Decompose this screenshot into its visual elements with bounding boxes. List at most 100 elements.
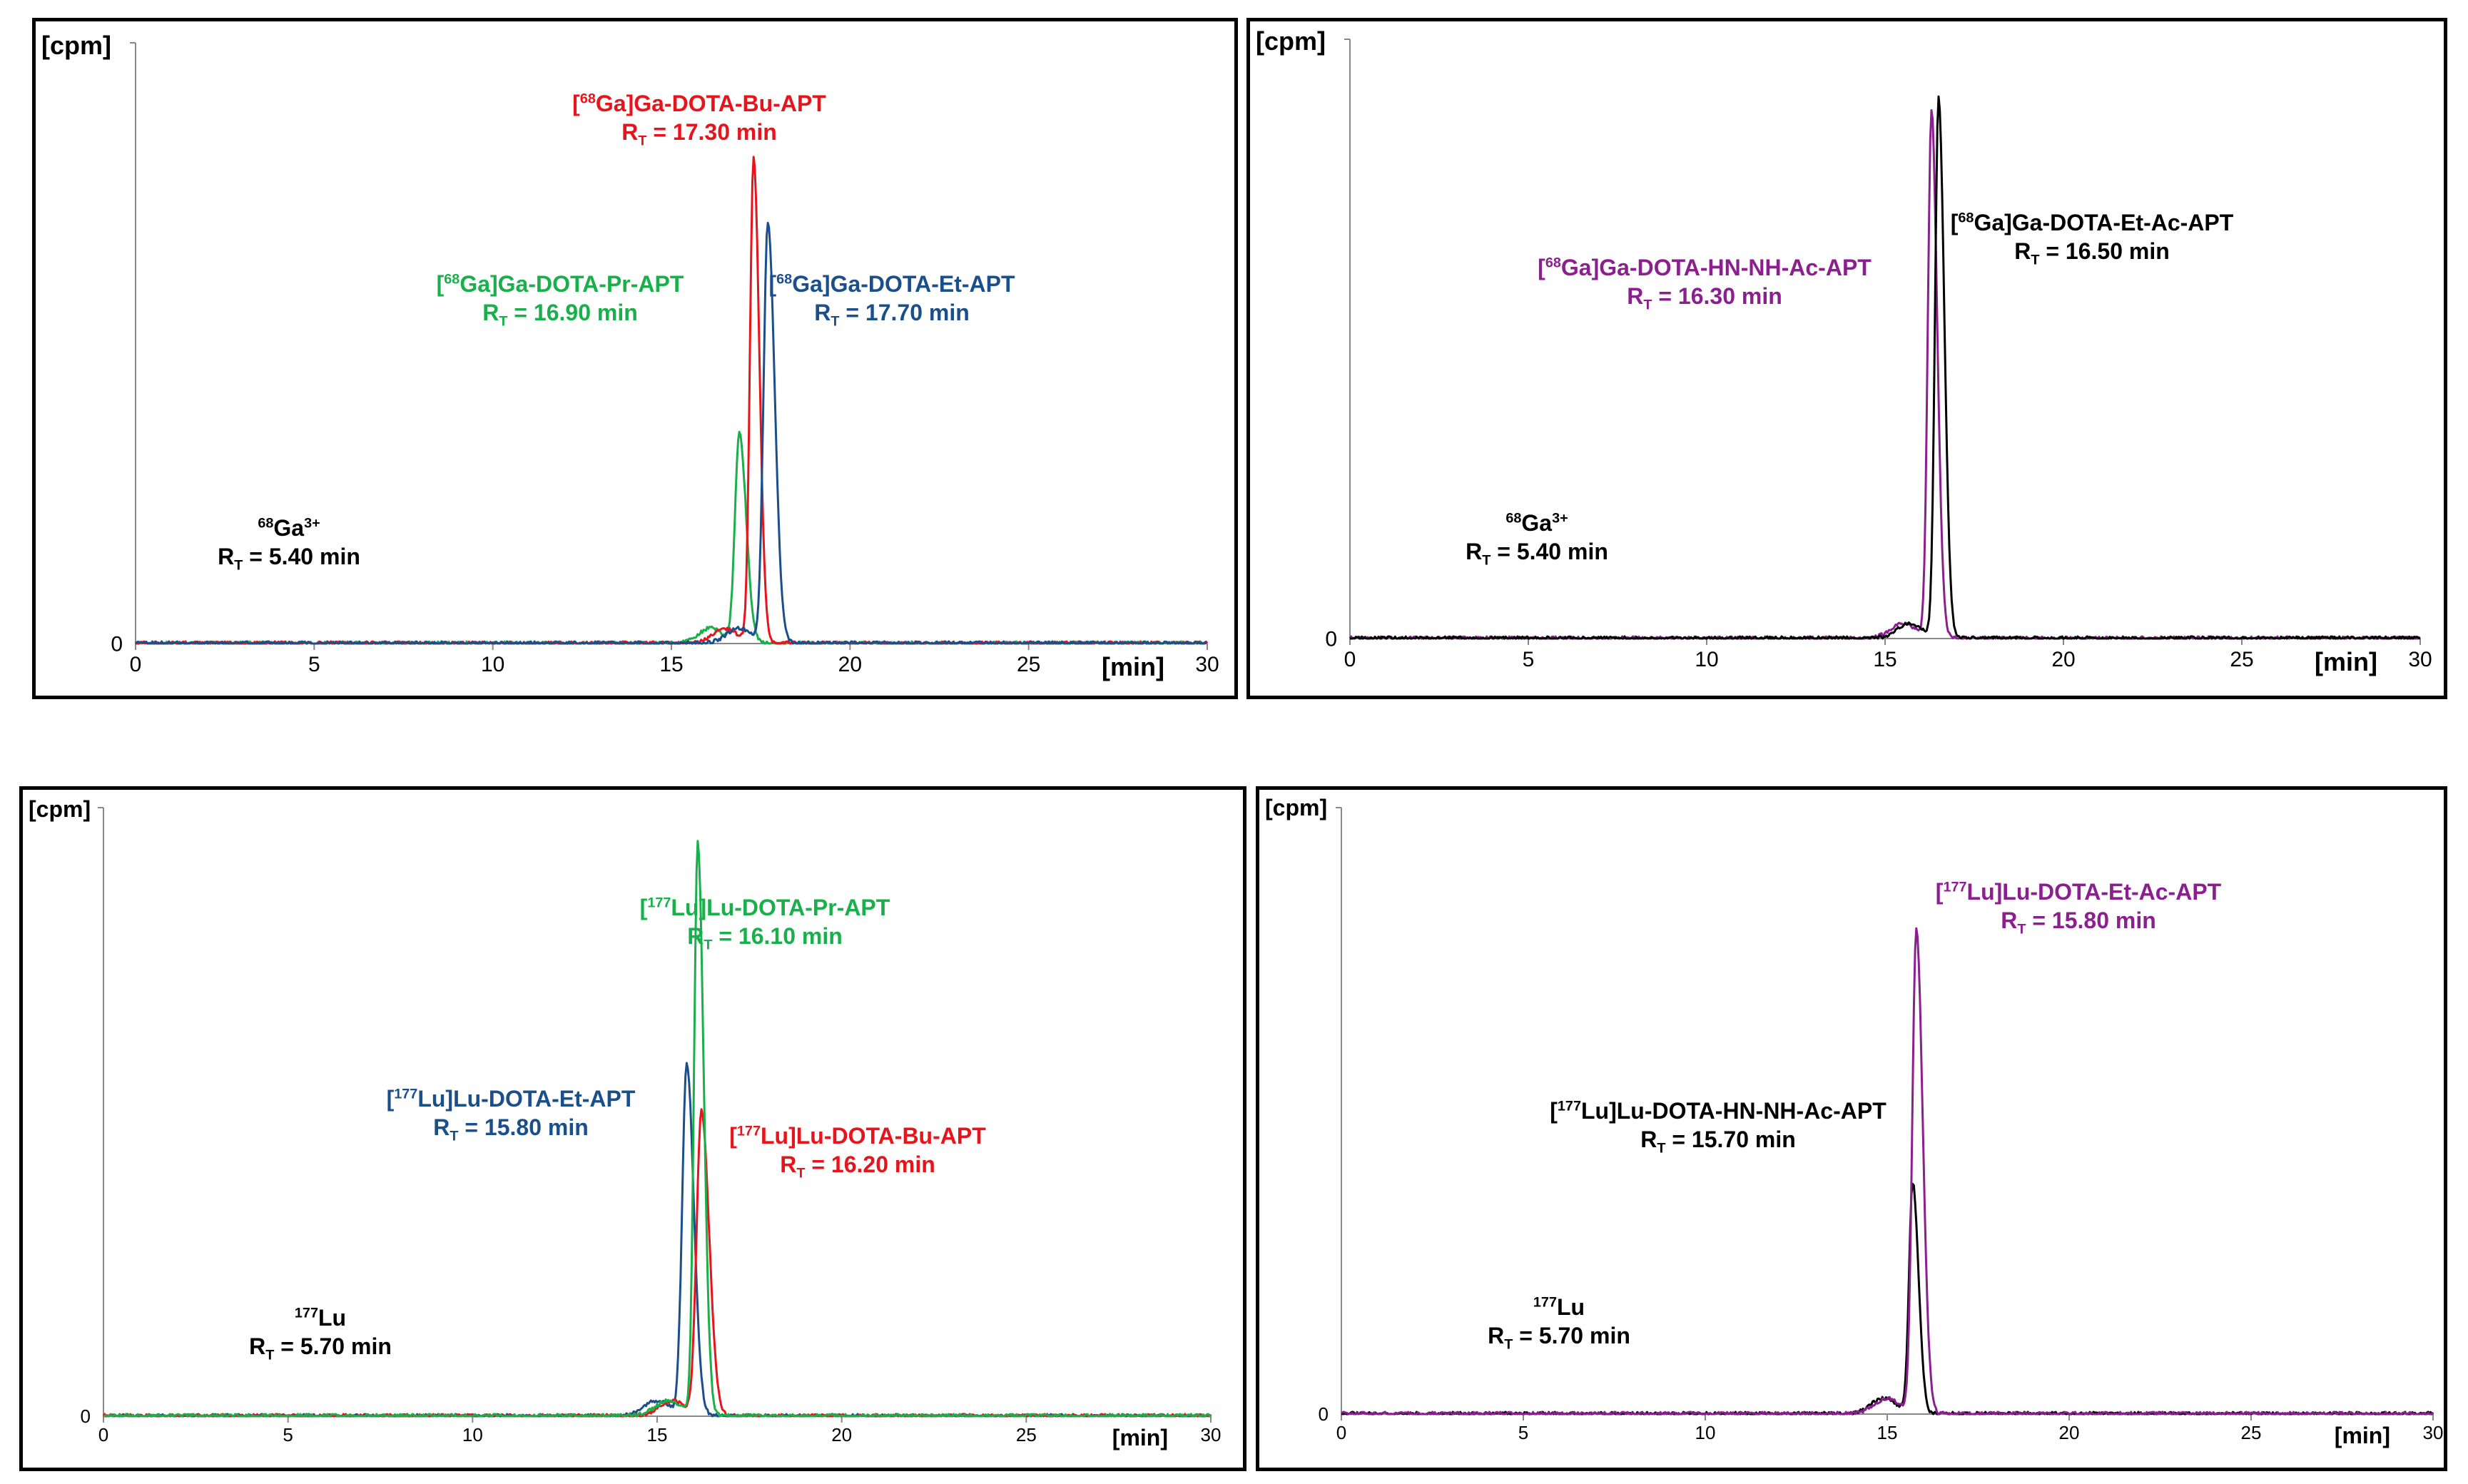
x-tick-label: 5 [283, 1424, 293, 1445]
series-line-blue [103, 1062, 1212, 1418]
peak-annotation-name: 177Lu [1488, 1293, 1630, 1321]
x-tick-label: 5 [1518, 1422, 1528, 1443]
x-tick-label: 25 [1016, 1424, 1037, 1445]
compound-label: Lu]Lu-DOTA-Pr-APT [671, 895, 890, 920]
compound-label: Ga]Ga-DOTA-Et-Ac-APT [1974, 210, 2234, 235]
peak-annotation: [68Ga]Ga-DOTA-HN-NH-Ac-APT RT = 16.30 min [1538, 253, 1872, 313]
x-tick-label: 20 [831, 1424, 852, 1445]
chromatogram-tl: 0 5 10 15 20 25 30 0 [cpm] [min] [41, 31, 1219, 681]
y-axis-label: [cpm] [1265, 795, 1327, 820]
peak-annotation-name: [177Lu]Lu-DOTA-HN-NH-Ac-APT [1550, 1098, 1886, 1124]
y-zero-label: 0 [1325, 628, 1337, 651]
compound-label: Lu]Lu-DOTA-Bu-APT [761, 1123, 986, 1149]
peak-annotation: [68Ga]Ga-DOTA-Et-APT RT = 17.70 min [768, 270, 1015, 330]
isotope-superscript: 177 [294, 1305, 318, 1321]
peak-annotation-name: [68Ga]Ga-DOTA-Bu-APT [572, 91, 826, 116]
retention-time: RT = 5.70 min [1488, 1323, 1630, 1353]
peak-annotation-name: 177Lu [249, 1303, 392, 1332]
x-tick-label: 30 [1195, 653, 1219, 676]
series-line-red [102, 1108, 1212, 1418]
compound-label: Lu]Lu-DOTA-Et-APT [417, 1086, 636, 1112]
isotope-superscript: 68 [1958, 210, 1974, 226]
isotope-superscript: 68 [444, 271, 460, 288]
compound-label: Ga]Ga-DOTA-Et-APT [792, 271, 1015, 297]
chromatogram-br: 0 5 10 15 20 25 30 0 [cpm] [min] [1265, 795, 2444, 1448]
retention-time: RT = 16.90 min [482, 300, 638, 330]
y-axis-label: [cpm] [41, 31, 111, 60]
peak-annotation-name: [68Ga]Ga-DOTA-Et-Ac-APT [1950, 210, 2234, 235]
x-axis-label: [min] [2315, 647, 2377, 676]
peak-annotation-name: [68Ga]Ga-DOTA-Pr-APT [436, 271, 684, 297]
y-axis-label: [cpm] [1256, 26, 1326, 56]
isotope-superscript: 68 [258, 515, 274, 532]
peak-annotation: [177Lu]Lu-DOTA-Et-Ac-APT RT = 15.80 min [1935, 878, 2222, 937]
chromatogram-tr: 0 5 10 15 20 25 30 0 [cpm] [min] [1256, 26, 2432, 676]
peak-annotation: 177Lu RT = 5.70 min [249, 1303, 392, 1363]
chart-panel-top-left: 0 5 10 15 20 25 30 0 [cpm] [min] [68Ga]Ga-DOTA-Bu-… [32, 18, 1238, 699]
x-tick-label: 0 [1344, 648, 1356, 671]
compound-label: Lu [1556, 1294, 1585, 1320]
x-tick-label: 0 [98, 1424, 108, 1445]
x-tick-label: 30 [1201, 1424, 1222, 1445]
peak-annotation: [68Ga]Ga-DOTA-Et-Ac-APT RT = 16.50 min [1950, 208, 2234, 267]
peak-annotation-name: [177Lu]Lu-DOTA-Et-Ac-APT [1935, 879, 2222, 905]
chart-panel-top-right: 0 5 10 15 20 25 30 0 [cpm] [min] [68Ga]Ga-DOTA-Et-… [1246, 18, 2447, 699]
charge-superscript: 3+ [304, 515, 320, 532]
chart-panel-bottom-right: 0 5 10 15 20 25 30 0 [cpm] [min] [177Lu]Lu-DOTA-Et… [1256, 786, 2447, 1471]
x-tick-label: 20 [838, 653, 862, 676]
series-line-black [1350, 95, 2421, 640]
peak-annotation-name: [177Lu]Lu-DOTA-Pr-APT [639, 895, 890, 920]
peak-annotation-name: [68Ga]Ga-DOTA-Et-APT [768, 271, 1015, 297]
x-tick-label: 30 [2423, 1422, 2444, 1443]
retention-time: RT = 16.30 min [1627, 283, 1782, 313]
retention-time: RT = 17.70 min [814, 300, 970, 330]
compound-label: Ga]Ga-DOTA-HN-NH-Ac-APT [1560, 255, 1872, 280]
peak-annotation: [68Ga]Ga-DOTA-Bu-APT RT = 17.30 min [572, 89, 826, 149]
x-tick-label: 10 [1695, 648, 1718, 671]
series-line-blue [134, 221, 1208, 645]
isotope-superscript: 68 [776, 271, 793, 288]
x-tick-label: 0 [130, 653, 142, 676]
compound-label: Ga [273, 515, 305, 541]
peak-annotation-name: [68Ga]Ga-DOTA-HN-NH-Ac-APT [1538, 255, 1872, 280]
x-tick-label: 15 [647, 1424, 668, 1445]
series-line-purple [1341, 927, 2434, 1416]
isotope-superscript: 68 [1545, 255, 1561, 271]
peak-annotation: [177Lu]Lu-DOTA-Bu-APT RT = 16.20 min [729, 1122, 986, 1180]
retention-time: RT = 16.10 min [687, 923, 843, 953]
retention-time: RT = 5.40 min [1466, 539, 1608, 569]
peak-annotation-name: [177Lu]Lu-DOTA-Et-APT [386, 1086, 636, 1112]
retention-time: RT = 15.80 min [2001, 908, 2156, 937]
retention-time: RT = 17.30 min [621, 119, 777, 149]
peak-annotation: 177Lu RT = 5.70 min [1488, 1293, 1630, 1353]
chromatogram-bl: 0 5 10 15 20 25 30 0 [cpm] [min] [29, 796, 1222, 1450]
chart-panel-bottom-left: 0 5 10 15 20 25 30 0 [cpm] [min] [177Lu]Lu-DOTA-Pr… [19, 786, 1246, 1471]
isotope-superscript: 177 [1557, 1098, 1581, 1114]
x-tick-label: 25 [2230, 648, 2253, 671]
x-tick-label: 0 [1336, 1422, 1346, 1443]
x-tick-label: 15 [659, 653, 683, 676]
isotope-superscript: 177 [1533, 1294, 1557, 1311]
compound-label: Ga]Ga-DOTA-Pr-APT [459, 271, 684, 297]
isotope-superscript: 177 [1943, 879, 1967, 895]
x-tick-label: 10 [1695, 1422, 1716, 1443]
x-tick-label: 30 [2408, 648, 2432, 671]
compound-label: Lu]Lu-DOTA-Et-Ac-APT [1966, 879, 2222, 905]
retention-time: RT = 5.70 min [249, 1333, 392, 1363]
x-axis-label: [min] [2335, 1423, 2390, 1448]
peak-annotation-name: 68Ga3+ [218, 514, 360, 542]
x-axis-label: [min] [1102, 652, 1164, 681]
peak-annotation: 68Ga3+ RT = 5.40 min [1466, 509, 1608, 569]
x-tick-label: 10 [462, 1424, 483, 1445]
y-zero-label: 0 [1319, 1403, 1329, 1425]
x-tick-label: 25 [2241, 1422, 2262, 1443]
peak-annotation-name: [177Lu]Lu-DOTA-Bu-APT [729, 1123, 986, 1149]
compound-label: Lu [318, 1305, 347, 1331]
peak-annotation: [177Lu]Lu-DOTA-HN-NH-Ac-APT RT = 15.70 mi… [1550, 1097, 1886, 1155]
x-tick-label: 5 [1523, 648, 1535, 671]
peak-annotation-name: 68Ga3+ [1466, 509, 1608, 537]
x-tick-label: 15 [1873, 648, 1896, 671]
isotope-superscript: 68 [1505, 510, 1522, 527]
x-tick-label: 10 [481, 653, 504, 676]
isotope-superscript: 68 [579, 91, 596, 107]
